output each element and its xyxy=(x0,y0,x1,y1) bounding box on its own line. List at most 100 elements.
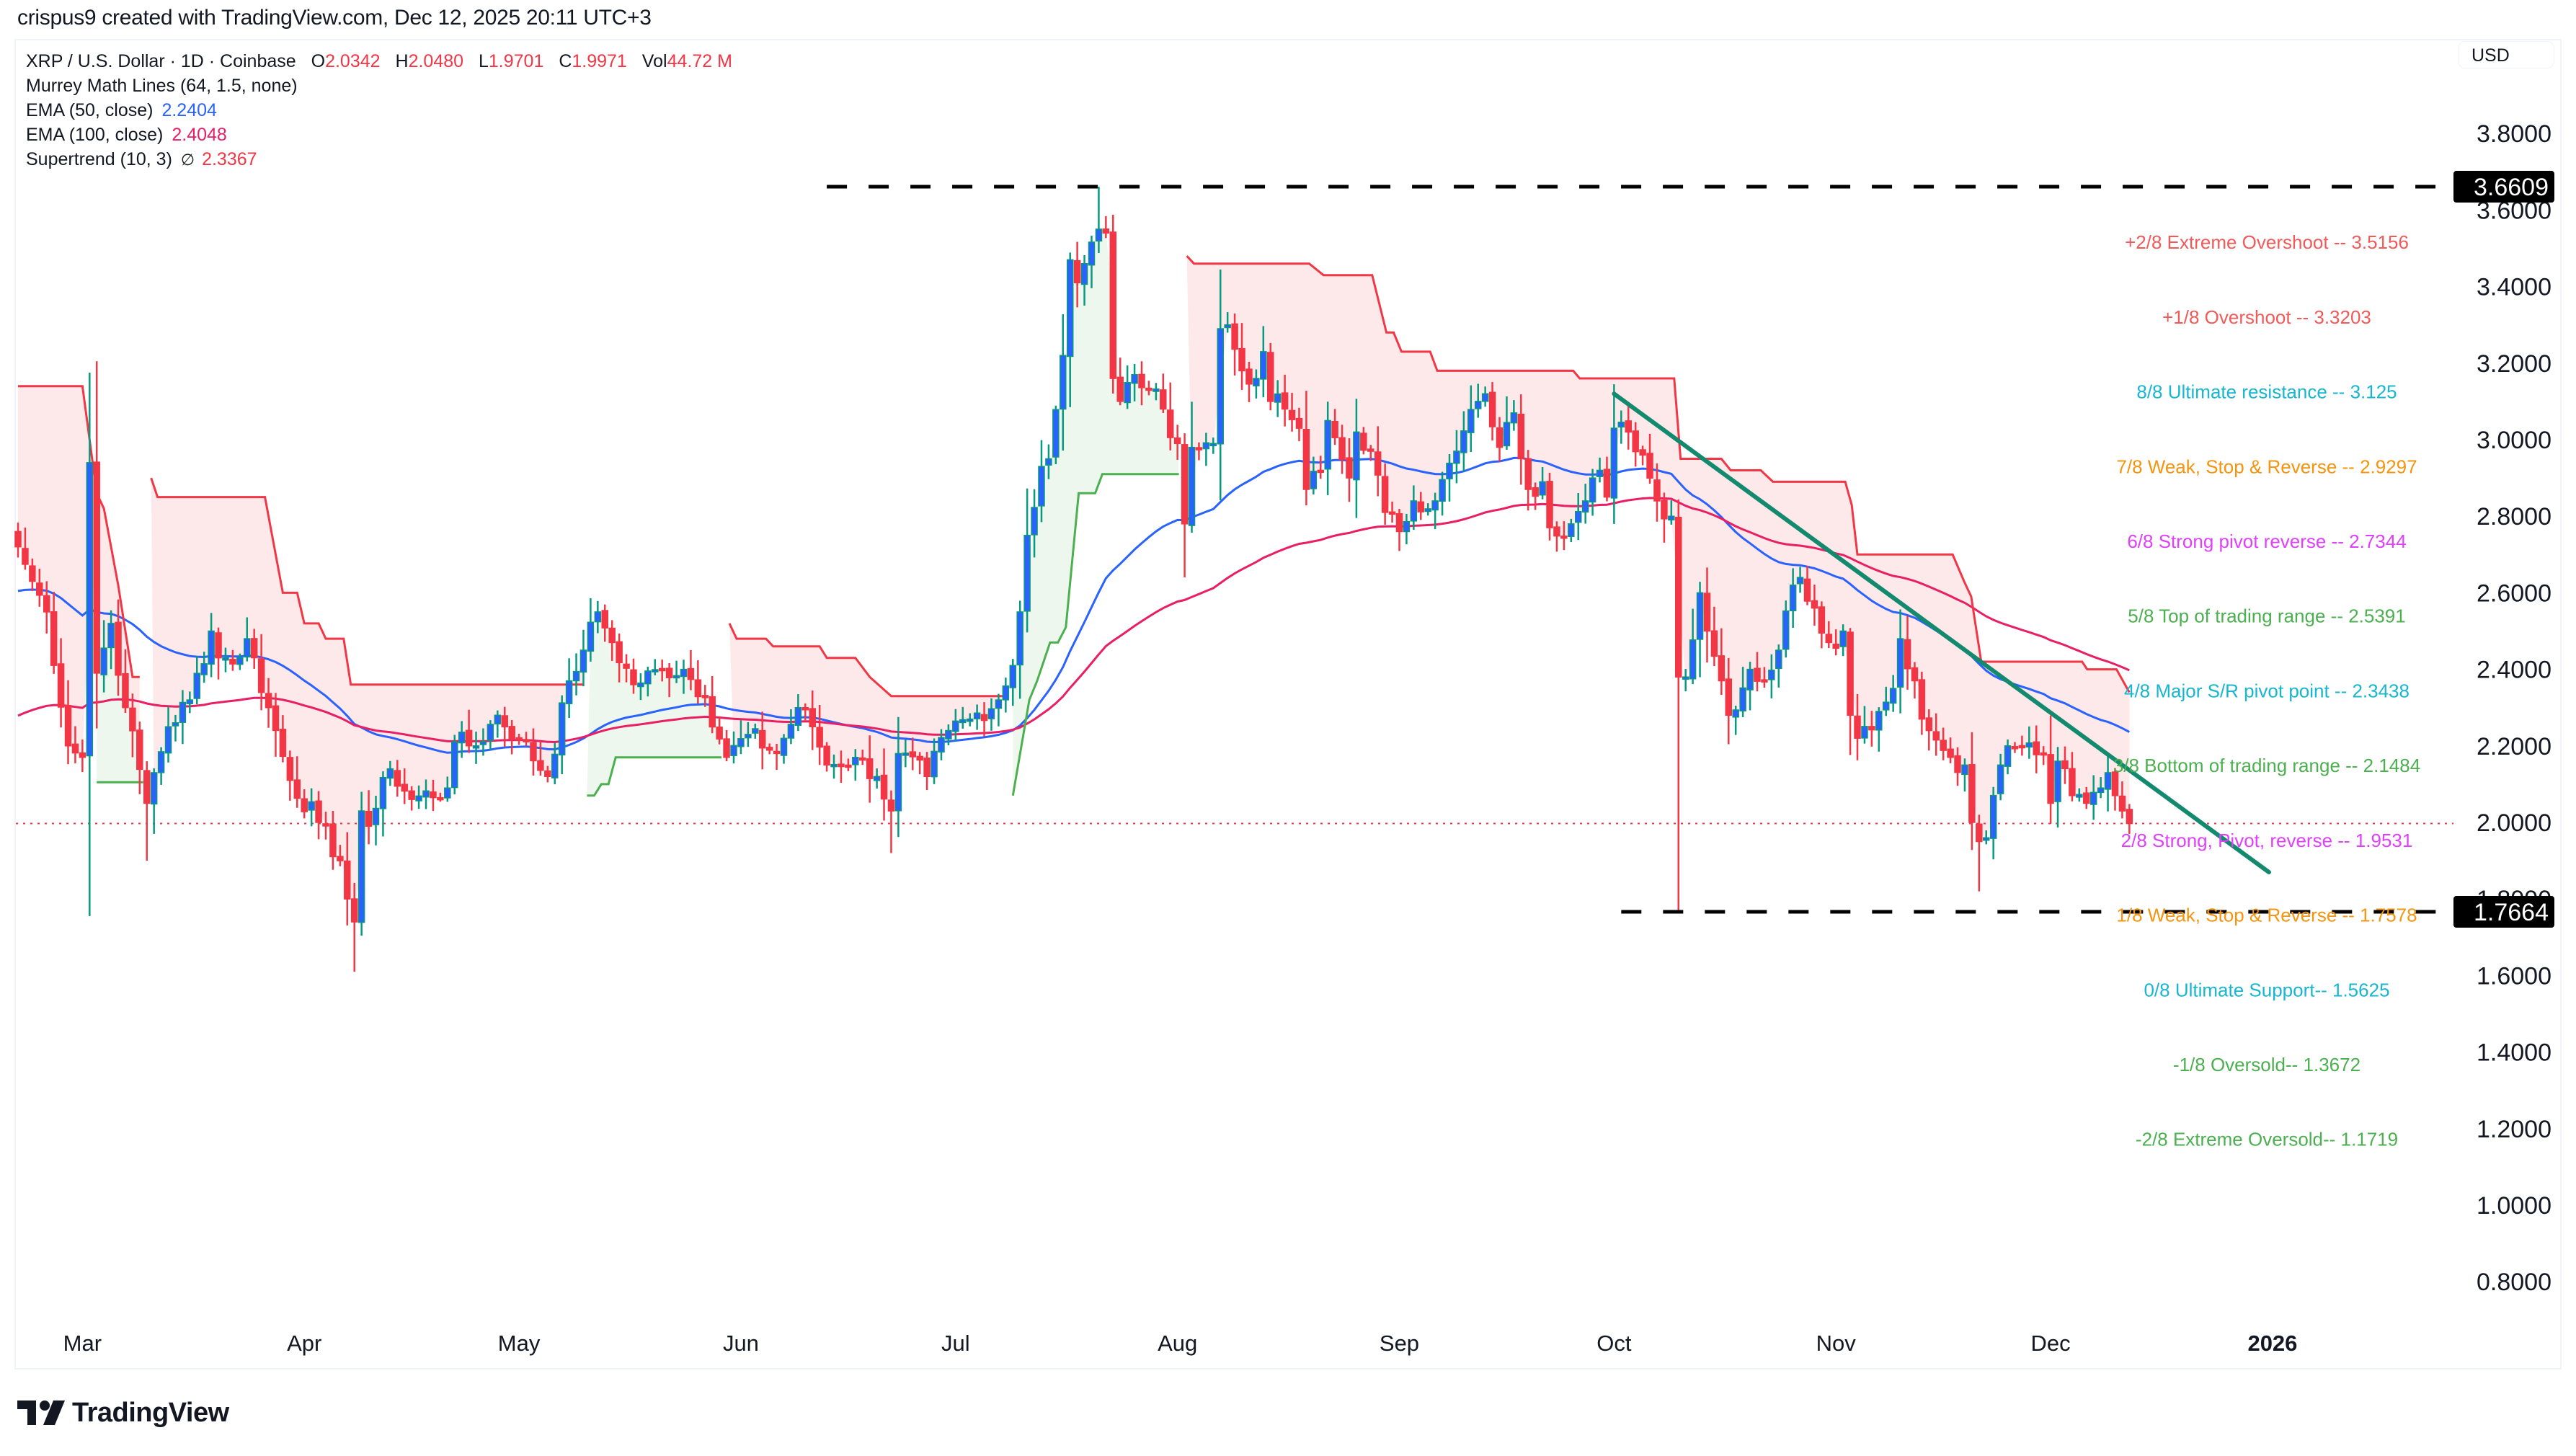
candle xyxy=(644,666,652,697)
supertrend-downtrend-fill xyxy=(1186,256,2130,840)
candle xyxy=(745,722,752,747)
price-axis-tick: 2.4000 xyxy=(2477,657,2551,684)
candle xyxy=(1754,652,1761,692)
candle xyxy=(1052,405,1060,464)
candle xyxy=(1238,323,1245,390)
legend-supertrend-row[interactable]: Supertrend (10, 3) ∅ 2.3367 xyxy=(26,147,732,172)
candle xyxy=(1968,732,1976,851)
candle xyxy=(916,752,923,775)
candle xyxy=(1947,737,1954,763)
candle xyxy=(701,685,709,707)
murrey-level-label: 7/8 Weak, Stop & Reverse -- 2.9297 xyxy=(2116,456,2417,477)
candle xyxy=(544,765,551,783)
horizontal-levels[interactable] xyxy=(827,185,2453,914)
candle xyxy=(1961,758,1968,792)
candle xyxy=(1639,445,1646,466)
candle xyxy=(1274,380,1282,417)
currency-button[interactable]: USD xyxy=(2458,41,2554,68)
candle xyxy=(2118,781,2126,819)
candle xyxy=(1281,374,1289,427)
candle xyxy=(93,361,100,729)
candle xyxy=(579,629,587,687)
candle xyxy=(816,704,823,765)
candle xyxy=(873,768,881,789)
candle xyxy=(430,779,437,811)
candle xyxy=(1045,444,1052,479)
candle xyxy=(587,598,595,662)
candle xyxy=(1209,437,1217,454)
candle xyxy=(1066,252,1074,407)
candle xyxy=(1217,269,1224,501)
candle xyxy=(1388,501,1396,523)
supertrend-downtrend-line xyxy=(728,623,1006,698)
candle xyxy=(1524,450,1532,511)
candle xyxy=(64,680,72,765)
candle xyxy=(1360,427,1367,455)
candle xyxy=(1439,471,1446,516)
ema50-label[interactable]: EMA (50, close) xyxy=(26,100,154,120)
candle xyxy=(200,652,208,683)
time-axis-tick: 2026 xyxy=(2247,1331,2297,1356)
murrey-indicator-label[interactable]: Murrey Math Lines (64, 1.5, none) xyxy=(26,76,298,96)
legend-murrey-row[interactable]: Murrey Math Lines (64, 1.5, none) xyxy=(26,74,732,98)
candle xyxy=(1574,493,1582,541)
symbol-title[interactable]: XRP / U.S. Dollar · 1D · Coinbase xyxy=(26,51,296,71)
candle xyxy=(265,678,272,728)
candle xyxy=(716,716,723,745)
low-key: L xyxy=(478,51,489,71)
candle xyxy=(2111,768,2119,811)
candle xyxy=(2089,775,2097,820)
legend-symbol-row[interactable]: XRP / U.S. Dollar · 1D · Coinbase O2.034… xyxy=(26,49,732,74)
candle xyxy=(1202,432,1210,466)
candle xyxy=(50,592,58,674)
candle xyxy=(787,709,795,745)
candle xyxy=(1446,454,1453,502)
price-axis-tick: 1.6000 xyxy=(2477,962,2551,990)
candle xyxy=(1703,567,1711,663)
candle xyxy=(1725,657,1733,745)
high-key: H xyxy=(395,51,409,71)
price-axis-tick: 1.4000 xyxy=(2477,1039,2551,1067)
tradingview-logo[interactable]: TradingView xyxy=(17,1397,229,1428)
ema100-label[interactable]: EMA (100, close) xyxy=(26,125,164,145)
candle xyxy=(973,704,981,730)
candle xyxy=(1346,438,1353,502)
logo-text: TradingView xyxy=(72,1397,229,1428)
supertrend-fill xyxy=(18,231,2130,911)
candle xyxy=(687,649,695,691)
candle xyxy=(1596,457,1604,483)
candle xyxy=(2047,715,2054,825)
candle xyxy=(952,709,959,741)
candle xyxy=(1160,373,1167,413)
candle xyxy=(551,742,559,785)
candle xyxy=(450,734,458,795)
candle xyxy=(1517,394,1525,485)
candle xyxy=(1138,361,1145,406)
time-axis-tick: Nov xyxy=(1816,1331,1857,1356)
candle xyxy=(2040,746,2047,765)
candle xyxy=(1288,393,1296,432)
murrey-level-label: +2/8 Extreme Overshoot -- 3.5156 xyxy=(2125,231,2409,253)
legend-ema50-row[interactable]: EMA (50, close) 2.2404 xyxy=(26,98,732,123)
candle xyxy=(1796,567,1804,593)
candle xyxy=(1073,241,1081,308)
candle xyxy=(350,882,358,972)
supertrend-label[interactable]: Supertrend (10, 3) xyxy=(26,149,172,169)
candle xyxy=(1453,430,1460,484)
price-axis[interactable]: 3.80003.60003.40003.20003.00002.80002.60… xyxy=(2477,120,2551,1296)
candle xyxy=(437,792,444,802)
candle xyxy=(752,723,759,739)
legend-ema100-row[interactable]: EMA (100, close) 2.4048 xyxy=(26,123,732,147)
candle xyxy=(1646,433,1653,484)
candle xyxy=(107,610,115,670)
candle xyxy=(444,776,451,802)
candlestick-series xyxy=(14,187,2133,972)
candle xyxy=(1775,644,1782,688)
trendline[interactable] xyxy=(1612,391,2271,875)
candle xyxy=(244,617,251,662)
time-axis[interactable]: Mar Apr May Jun Jul Aug Sep Oct Nov Dec 2026 xyxy=(63,1331,2298,1356)
candle xyxy=(122,649,129,714)
candle xyxy=(1847,628,1854,755)
candle xyxy=(337,845,344,866)
